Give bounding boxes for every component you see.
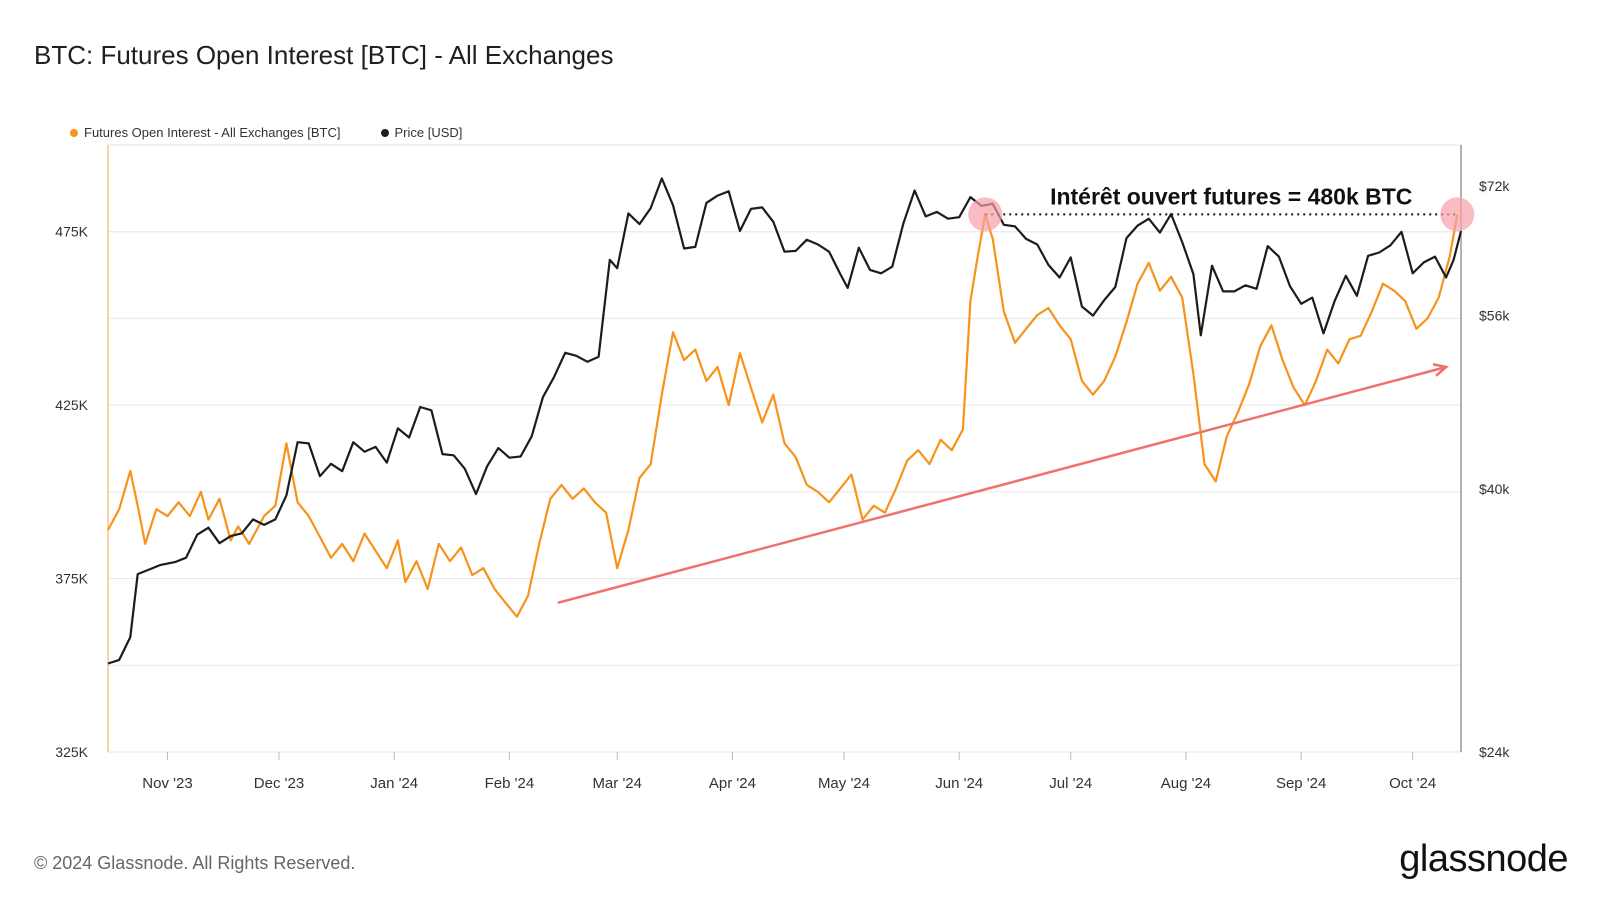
copyright-footer: © 2024 Glassnode. All Rights Reserved. [34,853,356,873]
x-tick-label: Feb '24 [485,775,535,792]
y-right-tick-label: $40k [1479,481,1510,497]
peak-marker [968,197,1003,232]
trend-line [557,365,1447,605]
chart-title: BTC: Futures Open Interest [BTC] - All E… [34,40,614,70]
peak-marker [1440,197,1475,232]
y-right-tick-label: $24k [1479,744,1510,760]
x-tick-label: Apr '24 [709,775,756,792]
trend-arrowhead [1432,363,1449,377]
legend-item-open-interest[interactable]: Futures Open Interest - All Exchanges [B… [70,125,341,140]
y-right-tick-label: $72k [1479,178,1510,194]
x-tick-label: Jan '24 [370,775,418,792]
x-tick-label: Mar '24 [592,775,642,792]
x-tick-label: Jul '24 [1049,775,1092,792]
chart-legend: Futures Open Interest - All Exchanges [B… [70,125,462,140]
legend-label-open-interest: Futures Open Interest - All Exchanges [B… [84,125,341,140]
legend-dot-price [380,128,389,137]
x-tick-label: Sep '24 [1276,775,1326,792]
x-tick-label: Jun '24 [935,775,983,792]
legend-label-price: Price [USD] [394,125,463,140]
legend-dot-open-interest [70,128,78,137]
x-tick-label: Dec '23 [254,775,304,792]
x-tick-label: Nov '23 [142,775,192,792]
y-left-tick-label: 375K [55,571,88,587]
series-line-open-interest [107,213,1459,618]
x-tick-label: Oct '24 [1389,775,1436,792]
legend-item-price[interactable]: Price [USD] [380,125,463,140]
annotation-label: Intérêt ouvert futures = 480k BTC [1050,183,1412,209]
y-right-tick-label: $56k [1479,308,1510,324]
x-tick-label: Aug '24 [1161,775,1211,792]
series-line-price [107,177,1463,665]
y-left-tick-label: 325K [55,744,88,760]
x-tick-label: May '24 [818,775,870,792]
y-left-tick-label: 425K [55,397,88,413]
y-left-tick-label: 475K [55,224,88,240]
glassnode-logo[interactable]: glassnode [1399,838,1568,880]
